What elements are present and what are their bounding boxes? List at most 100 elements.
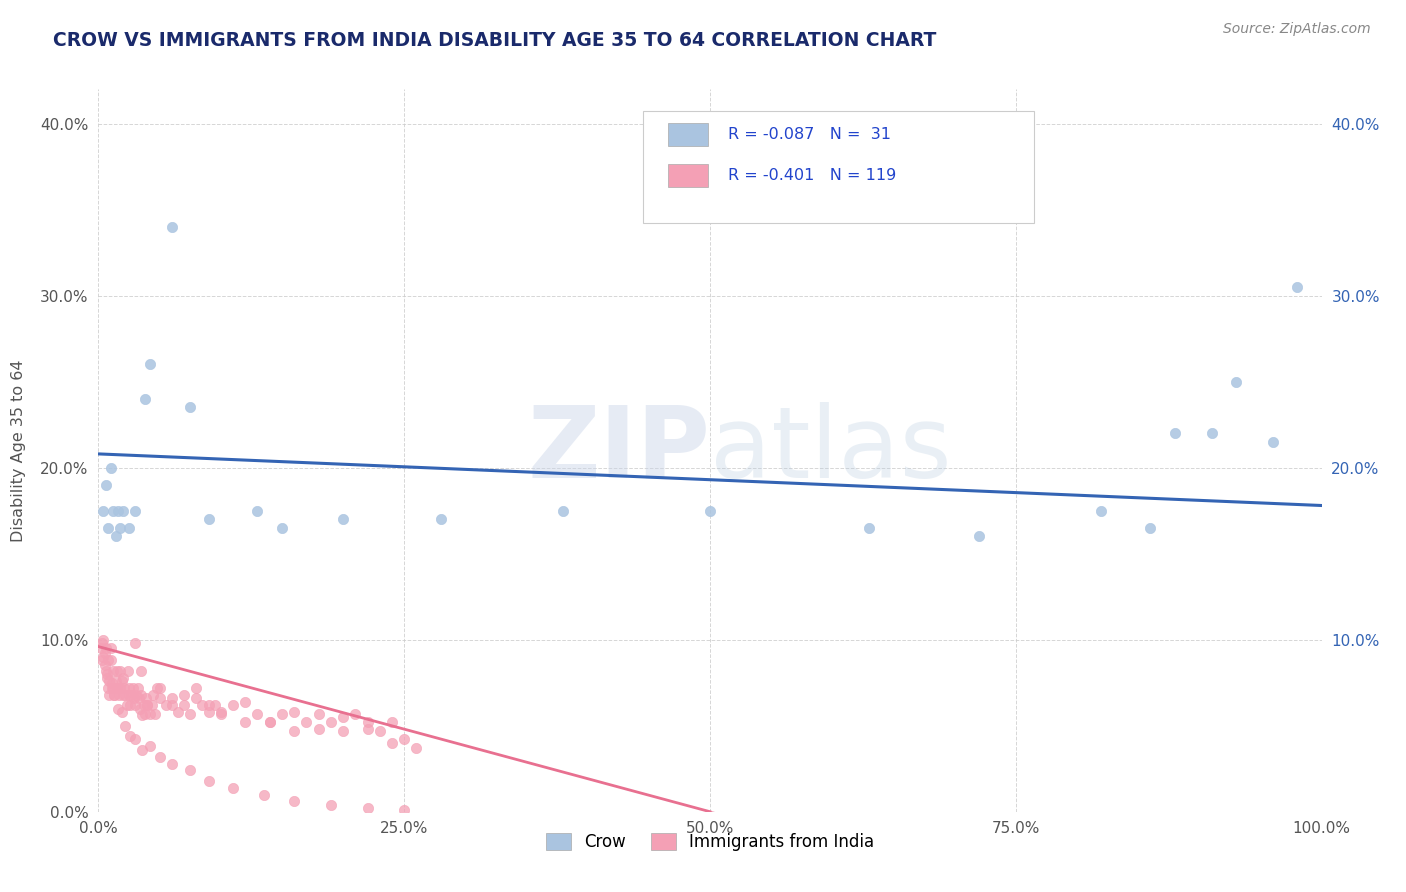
Point <box>111 671 134 685</box>
Point <box>120 698 142 712</box>
Text: R = -0.401   N = 119: R = -0.401 N = 119 <box>728 169 897 184</box>
Point <box>1164 426 1187 441</box>
FancyBboxPatch shape <box>668 164 707 187</box>
Point <box>122 691 145 706</box>
Point <box>98 673 121 688</box>
Point <box>91 649 114 664</box>
Point <box>149 749 172 764</box>
Point <box>308 706 330 721</box>
Point <box>319 797 342 812</box>
Point <box>139 358 162 372</box>
Point <box>105 681 128 695</box>
Point <box>1286 280 1309 294</box>
Point <box>97 681 120 695</box>
Point <box>134 706 156 721</box>
Point <box>283 705 305 719</box>
Point <box>103 688 125 702</box>
Point <box>124 698 146 712</box>
Y-axis label: Disability Age 35 to 64: Disability Age 35 to 64 <box>11 359 27 541</box>
Point <box>129 688 152 702</box>
Point <box>141 698 163 712</box>
Point <box>129 701 152 715</box>
Point <box>118 688 141 702</box>
Point <box>222 780 245 795</box>
Point <box>101 675 124 690</box>
Point <box>107 503 129 517</box>
Point <box>344 706 367 721</box>
Point <box>246 503 269 517</box>
Point <box>1139 521 1161 535</box>
Point <box>259 715 281 730</box>
Legend: Crow, Immigrants from India: Crow, Immigrants from India <box>538 826 882 857</box>
Point <box>204 698 226 712</box>
Point <box>104 529 127 543</box>
Point <box>1090 503 1112 517</box>
Point <box>91 636 114 650</box>
Point <box>160 691 183 706</box>
Point <box>110 681 132 695</box>
Point <box>118 681 141 695</box>
Point <box>332 512 354 526</box>
Point <box>405 741 427 756</box>
Point <box>120 688 142 702</box>
Point <box>107 681 129 695</box>
Point <box>283 794 305 808</box>
Point <box>1201 426 1223 441</box>
Point <box>295 715 318 730</box>
Point <box>143 706 166 721</box>
Point <box>160 219 183 234</box>
Point <box>110 664 132 678</box>
Point <box>197 698 219 712</box>
Point <box>356 801 378 815</box>
Point <box>233 715 256 730</box>
Point <box>120 729 142 743</box>
Point <box>222 698 245 712</box>
Point <box>136 698 159 712</box>
Point <box>160 698 183 712</box>
Point <box>101 664 124 678</box>
Point <box>332 710 354 724</box>
Point <box>233 695 256 709</box>
Point <box>118 521 141 535</box>
Point <box>186 691 208 706</box>
Point <box>124 503 146 517</box>
Text: atlas: atlas <box>710 402 952 499</box>
Point <box>246 706 269 721</box>
Point <box>381 736 404 750</box>
Point <box>209 706 232 721</box>
Point <box>94 478 117 492</box>
Point <box>332 723 354 738</box>
Point <box>91 653 114 667</box>
Point <box>97 521 120 535</box>
Point <box>173 688 195 702</box>
Point <box>124 636 146 650</box>
Point <box>111 705 134 719</box>
Point <box>124 732 146 747</box>
Point <box>136 698 159 712</box>
Point <box>97 653 120 667</box>
Point <box>111 503 134 517</box>
Point <box>111 673 134 688</box>
Point <box>101 503 124 517</box>
Point <box>209 705 232 719</box>
Point <box>160 756 183 771</box>
Point <box>107 701 129 715</box>
Point <box>430 512 453 526</box>
Point <box>135 691 157 706</box>
Point <box>392 732 416 747</box>
Point <box>108 688 131 702</box>
Point <box>94 641 117 656</box>
Point <box>1261 434 1284 449</box>
Point <box>1225 375 1247 389</box>
FancyBboxPatch shape <box>668 123 707 146</box>
Point <box>91 632 114 647</box>
Point <box>155 698 177 712</box>
Point <box>167 705 190 719</box>
Point <box>94 664 117 678</box>
Point <box>110 521 132 535</box>
Point <box>149 691 172 706</box>
Point <box>111 688 134 702</box>
Point <box>283 723 305 738</box>
Point <box>186 681 208 695</box>
Point <box>356 722 378 736</box>
